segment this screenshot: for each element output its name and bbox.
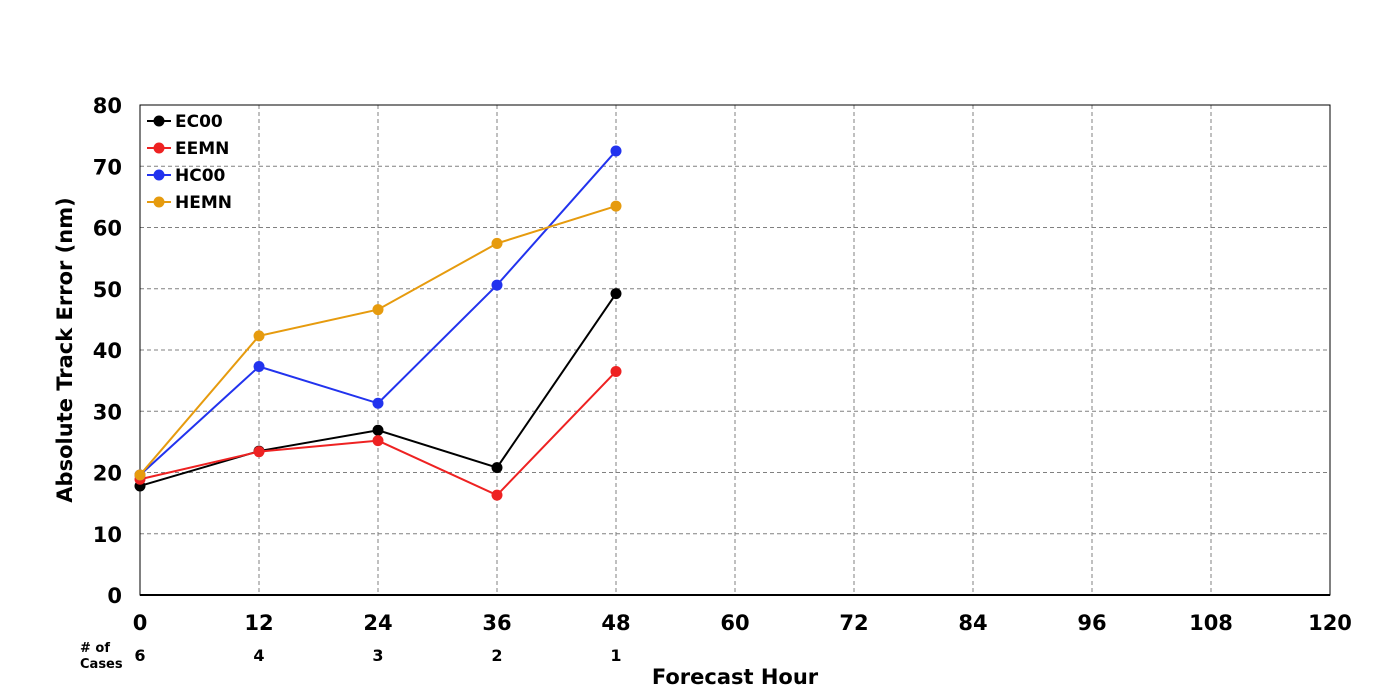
case-count: 4 [253,646,264,665]
case-count: 2 [491,646,502,665]
x-tick-label: 24 [363,611,392,635]
y-tick-label: 80 [93,94,122,118]
data-point [491,489,503,501]
y-tick-label: 70 [93,155,122,179]
data-point [491,279,503,291]
data-point [253,330,265,342]
y-tick-label: 50 [93,278,122,302]
data-point [610,145,622,157]
x-tick-label: 96 [1077,611,1106,635]
data-point [253,446,265,458]
x-tick-label: 36 [482,611,511,635]
x-tick-label: 12 [244,611,273,635]
y-tick-label: 10 [93,523,122,547]
x-tick-label: 84 [958,611,987,635]
data-point [372,424,384,436]
y-tick-label: 30 [93,400,122,424]
legend-label: EEMN [175,139,229,159]
x-axis-title: Forecast Hour [652,665,819,689]
x-tick-labels: 0 12 24 36 48 60 72 84 96 108 120 [133,611,1352,635]
grid-lines [140,105,1330,595]
data-point [134,469,146,481]
series-lines [134,145,622,501]
y-tick-label: 0 [107,584,122,608]
cases-label-line1: # of [80,641,110,656]
x-tick-label: 108 [1189,611,1233,635]
data-point [372,435,384,447]
y-tick-label: 40 [93,339,122,363]
y-tick-label: 20 [93,462,122,486]
legend-marker [153,196,165,208]
data-point [372,304,384,316]
y-tick-label: 60 [93,217,122,241]
legend-item-eemn: EEMN [147,139,229,159]
case-count: 3 [372,646,383,665]
case-count: 1 [610,646,621,665]
legend-item-hemn: HEMN [147,193,232,213]
case-count: 6 [134,646,145,665]
series-eemn [134,365,622,501]
cases-row: # of Cases 6 4 3 2 1 [80,641,622,672]
series-hemn [134,200,622,481]
y-axis-title: Absolute Track Error (nm) [53,197,77,502]
x-tick-label: 48 [601,611,630,635]
data-point [372,397,384,409]
x-tick-label: 120 [1308,611,1352,635]
legend-item-ec00: EC00 [147,112,223,132]
data-point [610,200,622,212]
data-point [610,288,622,300]
x-tick-label: 60 [720,611,749,635]
legend-item-hc00: HC00 [147,166,226,186]
legend-marker [153,115,165,127]
legend-label: EC00 [175,112,223,132]
data-point [253,361,265,373]
data-point [491,462,503,474]
legend-label: HC00 [175,166,226,186]
cases-label-line2: Cases [80,657,123,672]
y-tick-labels: 0 10 20 30 40 50 60 70 80 [93,94,122,608]
legend-marker [153,169,165,181]
x-tick-label: 0 [133,611,148,635]
data-point [491,237,503,249]
data-point [610,365,622,377]
x-tick-label: 72 [839,611,868,635]
legend: EC00 EEMN HC00 HEMN [147,112,232,213]
legend-label: HEMN [175,193,232,213]
legend-marker [153,142,165,154]
